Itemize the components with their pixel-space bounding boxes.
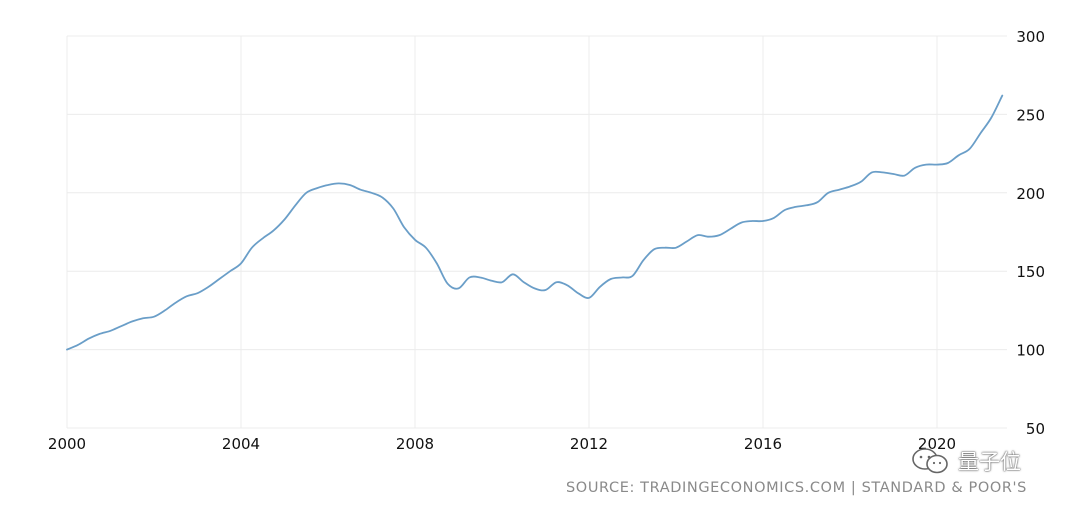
- grid: [66, 35, 1007, 429]
- y-tick-label: 250: [1016, 106, 1045, 124]
- series-lines: [66, 94, 1004, 351]
- x-tick-label: 2004: [222, 435, 260, 453]
- x-tick-label: 2016: [744, 435, 782, 453]
- y-axis-tick-labels: 50 100 150 200 250 300: [1016, 28, 1045, 438]
- watermark: 量子位: [910, 446, 1021, 476]
- y-tick-label: 100: [1016, 342, 1045, 360]
- y-tick-label: 150: [1016, 263, 1045, 281]
- y-tick-label: 200: [1016, 185, 1045, 203]
- watermark-text: 量子位: [958, 450, 1021, 474]
- y-tick-label: 50: [1026, 420, 1045, 438]
- x-axis-tick-labels: 2000 2004 2008 2012 2016 2020: [48, 435, 956, 453]
- x-tick-label: 2000: [48, 435, 86, 453]
- x-tick-label: 2012: [570, 435, 608, 453]
- source-note: SOURCE: TRADINGECONOMICS.COM | STANDARD …: [566, 480, 1027, 496]
- series-line: [66, 94, 1004, 351]
- x-tick-label: 2008: [396, 435, 434, 453]
- y-tick-label: 300: [1016, 28, 1045, 46]
- wechat-icon: [912, 448, 948, 474]
